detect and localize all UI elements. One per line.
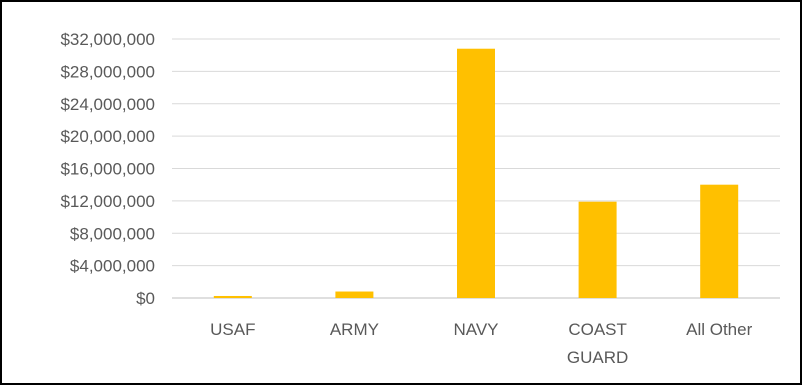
y-axis-tick-labels: $0 $4,000,000 $8,000,000 $12,000,000 $16,000… bbox=[60, 30, 155, 308]
y-tick-label: $4,000,000 bbox=[70, 257, 155, 276]
bar-usaf bbox=[213, 295, 252, 298]
y-tick-label: $0 bbox=[136, 289, 155, 308]
x-category-label: NAVY bbox=[453, 320, 498, 339]
x-category-label: COAST GUARD bbox=[567, 320, 628, 367]
y-tick-label: $24,000,000 bbox=[60, 95, 155, 114]
bar-army bbox=[335, 291, 374, 298]
y-tick-label: $12,000,000 bbox=[60, 192, 155, 211]
bar-all-other bbox=[700, 184, 739, 298]
x-category-label: All Other bbox=[686, 320, 752, 339]
bar-coast-guard bbox=[578, 201, 617, 298]
x-axis-category-labels: USAF ARMY NAVY COAST GUARD All Other bbox=[210, 320, 752, 367]
bar-navy bbox=[457, 48, 495, 299]
y-tick-label: $28,000,000 bbox=[60, 62, 155, 81]
y-tick-label: $8,000,000 bbox=[70, 224, 155, 243]
y-tick-label: $20,000,000 bbox=[60, 127, 155, 146]
y-tick-label: $16,000,000 bbox=[60, 160, 155, 179]
bars bbox=[213, 48, 739, 299]
y-tick-label: $32,000,000 bbox=[60, 30, 155, 49]
x-category-label: ARMY bbox=[330, 320, 379, 339]
x-category-label: USAF bbox=[210, 320, 255, 339]
